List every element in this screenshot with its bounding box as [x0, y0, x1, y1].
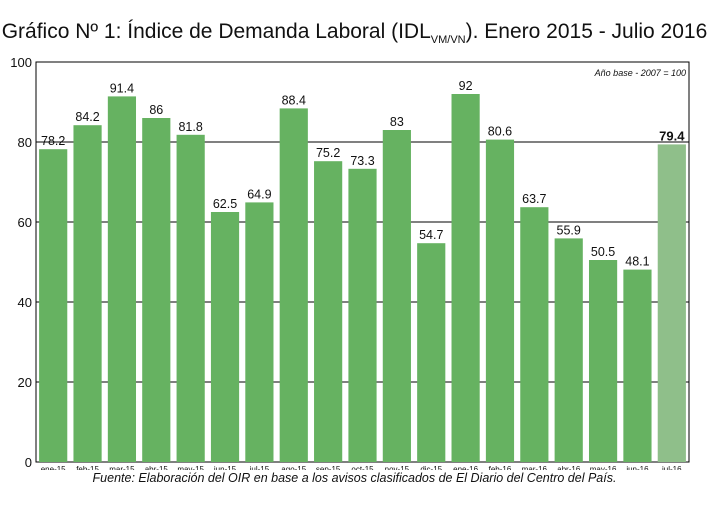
y-tick-label: 80: [18, 135, 32, 150]
bar: [417, 243, 446, 462]
bar-value-label: 86: [149, 103, 163, 117]
source-note: Fuente: Elaboración del OIR en base a lo…: [92, 471, 617, 485]
bar: [485, 139, 515, 462]
x-tick-label: dic-15: [420, 465, 442, 470]
x-tick-label: feb-16: [489, 465, 512, 470]
y-tick-label: 0: [25, 455, 32, 470]
x-tick-label: ene-16: [453, 465, 478, 470]
x-tick-label: ene-15: [41, 465, 66, 470]
x-tick-label: mar-15: [109, 465, 135, 470]
bar: [588, 260, 618, 462]
x-tick-label: may-15: [177, 465, 204, 470]
chart-title: Gráfico Nº 1: Índice de Demanda Laboral …: [0, 20, 709, 46]
chart-title-suffix: ). Enero 2015 - Julio 2016: [465, 20, 708, 43]
bar-value-label: 84.2: [75, 110, 99, 124]
x-tick-label: sep-15: [316, 465, 341, 470]
x-tick-label: ago-15: [281, 465, 306, 470]
bar: [245, 202, 274, 462]
bar: [39, 149, 68, 462]
bar-value-label: 88.4: [282, 93, 306, 107]
x-tick-label: jul-15: [249, 465, 270, 470]
x-tick-label: mar-16: [522, 465, 548, 470]
bar: [279, 108, 308, 463]
chart-title-main: Gráfico Nº 1: Índice de Demanda Laboral …: [1, 20, 431, 43]
bar: [210, 212, 240, 462]
x-tick-label: may-16: [590, 465, 617, 470]
y-tick-label: 60: [18, 215, 32, 230]
x-tick-label: abr-15: [145, 465, 169, 470]
bar-value-label: 73.3: [350, 154, 374, 168]
bar-value-label: 91.4: [110, 81, 134, 95]
x-tick-label: nov-15: [385, 465, 410, 470]
x-tick-label: jul-16: [661, 465, 682, 470]
bar-value-label: 55.9: [557, 223, 581, 237]
x-tick-label: jun-15: [213, 465, 237, 470]
base-year-annotation: Año base - 2007 = 100: [594, 68, 686, 78]
bar-value-label: 80.6: [488, 125, 512, 139]
bar-value-label: 83: [390, 115, 404, 129]
bar-value-label: 62.5: [213, 197, 237, 211]
bar: [382, 130, 411, 462]
bar: [176, 134, 205, 463]
bar-value-label: 78.2: [41, 134, 65, 148]
bar-value-label: 54.7: [419, 228, 443, 242]
x-tick-label: jun-16: [625, 465, 649, 470]
bar-value-label: 63.7: [522, 192, 546, 206]
bar: [142, 118, 171, 462]
bar: [314, 161, 343, 462]
bar-value-label: 50.5: [591, 245, 615, 259]
bar: [520, 207, 549, 462]
x-tick-label: feb-15: [76, 465, 99, 470]
bar: [107, 96, 137, 463]
bar: [348, 168, 377, 463]
bar: [554, 238, 583, 462]
x-tick-label: abr-16: [557, 465, 581, 470]
bar-chart: 0 20 40 60 80 100 Año base - 2007 = 100 78.2 ene…: [10, 55, 690, 470]
bar-value-label: 48.1: [625, 255, 649, 269]
bar-value-label: 92: [459, 79, 473, 93]
bar: [623, 269, 652, 462]
bar-value-label: 81.8: [178, 120, 202, 134]
bar: [73, 125, 102, 462]
x-tick-label: oct-15: [351, 465, 374, 470]
y-tick-label: 100: [10, 55, 32, 70]
bar: [657, 144, 686, 462]
bar: [451, 94, 480, 462]
y-tick-label: 20: [18, 375, 32, 390]
bar-value-label: 79.4: [659, 128, 685, 143]
y-tick-label: 40: [18, 295, 32, 310]
chart-title-subscript: VM/VN: [430, 34, 466, 47]
bar-value-label: 75.2: [316, 146, 340, 160]
bar-value-label: 64.9: [247, 187, 271, 201]
